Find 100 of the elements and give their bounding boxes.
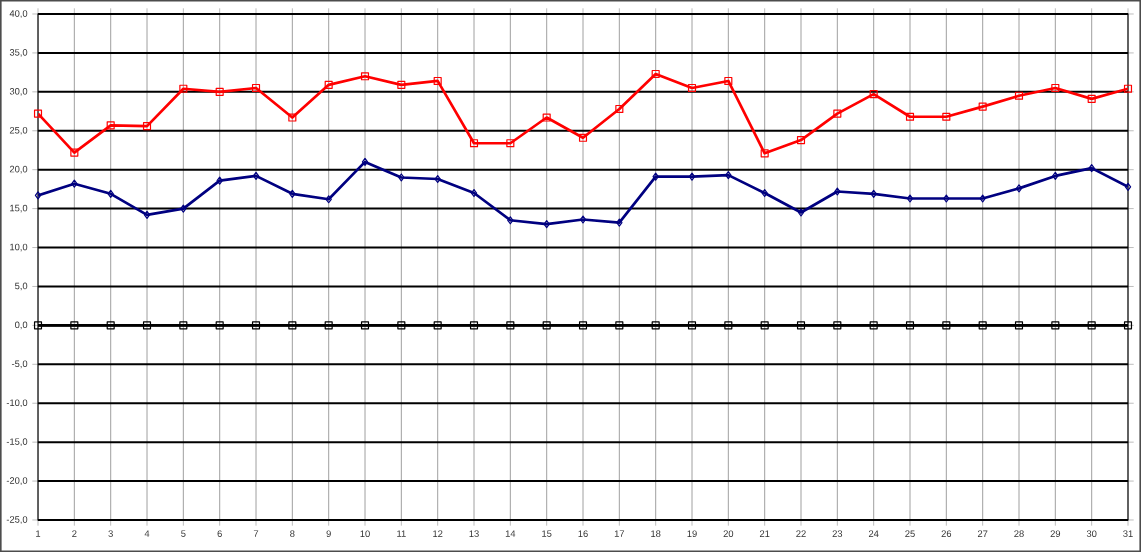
point <box>142 321 152 330</box>
point <box>578 133 588 142</box>
point <box>687 321 697 330</box>
x-tick-label: 25 <box>905 530 915 537</box>
x-tick-label: 13 <box>469 530 479 537</box>
point <box>943 194 950 203</box>
point <box>942 321 951 330</box>
point <box>398 173 405 182</box>
point <box>760 149 769 158</box>
x-tick-label: 22 <box>796 530 806 537</box>
point <box>1014 91 1024 100</box>
point <box>70 148 79 157</box>
point <box>942 112 951 121</box>
point <box>215 87 224 96</box>
x-tick-label: 9 <box>326 530 331 537</box>
point <box>542 113 551 122</box>
point <box>33 109 43 118</box>
point <box>288 321 297 330</box>
point <box>1088 164 1095 173</box>
x-tick-label: 1 <box>36 530 41 537</box>
point <box>616 218 623 227</box>
point <box>615 104 624 114</box>
point <box>251 83 261 93</box>
point <box>70 321 79 330</box>
point <box>507 216 514 225</box>
point <box>1123 84 1133 93</box>
x-tick-label: 31 <box>1123 530 1133 537</box>
point <box>34 191 42 200</box>
point <box>325 195 332 204</box>
point <box>905 321 915 330</box>
point <box>652 172 659 181</box>
y-tick-label: -15,0 <box>6 438 28 446</box>
x-tick-label: 18 <box>651 530 661 537</box>
y-tick-label: 15,0 <box>10 204 28 213</box>
point <box>179 84 188 93</box>
point <box>360 72 370 81</box>
x-tick-label: 6 <box>217 530 222 537</box>
point <box>433 76 442 86</box>
point <box>433 321 442 330</box>
y-tick-label: 35,0 <box>9 49 28 57</box>
x-tick-label: 27 <box>977 530 988 537</box>
point <box>542 321 551 330</box>
point <box>651 69 660 79</box>
point <box>33 321 43 330</box>
point <box>651 321 660 330</box>
x-tick-label: 2 <box>72 530 77 537</box>
x-tick-label: 8 <box>290 530 295 537</box>
point <box>725 171 732 180</box>
y-tick-label: 25,0 <box>9 126 28 135</box>
point <box>1087 321 1096 330</box>
point <box>288 113 297 122</box>
point <box>687 83 697 93</box>
x-tick-label: 7 <box>253 530 259 537</box>
x-tick-label: 15 <box>542 530 552 537</box>
point <box>760 321 769 330</box>
x-tick-label: 17 <box>614 530 625 537</box>
point <box>578 321 588 330</box>
point <box>107 189 114 198</box>
point <box>360 321 370 330</box>
y-tick-label: 0,0 <box>14 321 28 330</box>
point <box>906 194 914 203</box>
point <box>905 112 915 121</box>
point <box>324 321 333 330</box>
x-tick-label: 24 <box>868 530 879 537</box>
x-tick-label: 28 <box>1014 530 1024 537</box>
point <box>469 321 479 330</box>
point <box>216 176 223 185</box>
y-tick-label: -10,0 <box>6 399 28 408</box>
point <box>1087 94 1096 103</box>
y-tick-label: -20,0 <box>6 477 28 485</box>
point <box>252 171 260 180</box>
point <box>1015 184 1023 193</box>
point <box>469 139 479 148</box>
point <box>797 208 805 217</box>
x-tick-label: 4 <box>144 530 150 537</box>
point <box>978 102 987 111</box>
point <box>724 321 733 330</box>
y-tick-label: -5,0 <box>11 360 28 369</box>
point <box>142 122 152 131</box>
point <box>179 321 188 330</box>
y-tick-label: 40,0 <box>9 10 28 18</box>
x-tick-label: 10 <box>360 530 370 537</box>
x-tick-label: 29 <box>1050 530 1061 537</box>
point <box>1124 182 1132 191</box>
point <box>688 172 696 181</box>
point <box>180 204 187 213</box>
point <box>361 157 369 166</box>
point <box>324 80 333 89</box>
x-tick-label: 14 <box>505 530 516 537</box>
x-tick-label: 26 <box>941 530 952 537</box>
point <box>1052 171 1059 180</box>
point <box>833 109 842 118</box>
point <box>470 188 478 198</box>
point <box>71 179 78 188</box>
point <box>506 321 515 330</box>
x-tick-label: 16 <box>578 530 588 537</box>
point <box>397 80 406 89</box>
point <box>978 321 987 330</box>
x-tick-label: 5 <box>181 530 186 537</box>
point <box>869 90 878 99</box>
